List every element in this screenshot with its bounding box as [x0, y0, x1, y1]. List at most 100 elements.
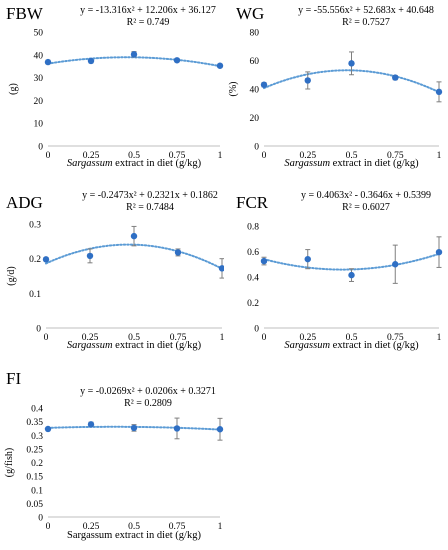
y-axis-label: (g) [8, 83, 19, 95]
trendline-r2: R² = 0.2809 [124, 398, 172, 409]
trendline-equation: y = 0.4063x² - 0.3646x + 0.5399 [301, 190, 431, 201]
trendline [45, 243, 223, 270]
trendline [47, 56, 221, 68]
x-axis-label-text: extract in diet (g/kg) [113, 340, 202, 351]
data-point [44, 58, 52, 66]
y-tick-label: 0.15 [26, 473, 43, 483]
data-point [392, 74, 399, 81]
trendline-equation: y = -0.0269x² + 0.0206x + 0.3271 [80, 386, 216, 397]
trendline-equation: y = -55.556x² + 52.683x + 40.648 [298, 5, 434, 16]
x-tick-label: 0.5 [128, 522, 140, 532]
x-tick-label: 0 [46, 151, 51, 161]
y-tick-label: 0 [36, 325, 41, 335]
data-point [304, 77, 311, 84]
y-tick-label: 0.2 [29, 255, 41, 265]
y-axis-label: (g/d) [6, 266, 17, 285]
trendline-r2: R² = 0.7484 [126, 202, 174, 213]
y-tick-label: 0 [254, 143, 259, 153]
chart-panel-fcr: FCR y = 0.4063x² - 0.3646x + 0.5399 R² = 0… [224, 182, 448, 362]
x-axis-label: Sargassum extract in diet (g/kg) [67, 530, 201, 541]
x-tick-label: 0 [44, 333, 49, 343]
x-tick-label: 0.5 [346, 151, 358, 161]
data-point [435, 248, 443, 256]
chart-panel-fbw: FBW y = -13.316x² + 12.206x + 36.127 R² = … [0, 0, 224, 180]
panel-label: FCR [236, 193, 269, 212]
data-point [87, 57, 95, 65]
x-tick-label: 1 [218, 151, 223, 161]
y-tick-label: 0.2 [31, 459, 43, 469]
x-tick-label: 0.5 [128, 333, 140, 343]
x-tick-label: 0.25 [299, 151, 316, 161]
data-point [392, 261, 399, 268]
x-tick-label: 0 [262, 333, 267, 343]
y-tick-label: 0.4 [31, 405, 43, 415]
y-tick-label: 0.4 [247, 274, 259, 284]
data-point [348, 271, 355, 279]
y-tick-label: 0 [38, 514, 43, 524]
data-point [173, 57, 181, 64]
y-axis-label: (g/fish) [4, 448, 15, 477]
trendline-r2: R² = 0.6027 [342, 202, 390, 213]
x-tick-label: 0 [46, 522, 51, 532]
x-tick-label: 0.25 [83, 522, 100, 532]
y-tick-label: 40 [34, 51, 44, 61]
y-tick-label: 0.2 [247, 299, 259, 309]
x-tick-label: 0.25 [83, 151, 100, 161]
y-tick-label: 20 [34, 97, 44, 107]
y-tick-label: 20 [250, 114, 260, 124]
y-tick-label: 0.1 [31, 486, 43, 496]
data-point [304, 255, 311, 263]
data-point [218, 265, 224, 272]
data-point [44, 425, 52, 433]
x-tick-label: 0.5 [128, 151, 140, 161]
panel-label: WG [236, 4, 264, 23]
x-tick-label: 0.75 [169, 151, 186, 161]
x-axis-label-text: extract in diet (g/kg) [113, 158, 202, 169]
data-point [174, 249, 182, 256]
y-tick-label: 0 [254, 325, 259, 335]
x-axis-label-italic: Sargassum [67, 158, 113, 169]
y-tick-label: 0.25 [26, 445, 43, 455]
x-tick-label: 0.75 [169, 522, 186, 532]
x-axis-label-text: extract in diet (g/kg) [330, 340, 419, 351]
trendline [263, 252, 440, 271]
y-tick-label: 0.3 [31, 432, 43, 442]
y-tick-label: 0.6 [247, 248, 259, 258]
panel-label: ADG [6, 193, 43, 212]
y-tick-label: 30 [34, 74, 44, 84]
x-axis-label: Sargassum extract in diet (g/kg) [67, 340, 202, 351]
x-tick-label: 1 [437, 151, 442, 161]
x-axis-label-italic: Sargassum [284, 158, 330, 169]
x-tick-label: 0.25 [299, 333, 316, 343]
x-tick-label: 0.25 [82, 333, 99, 343]
data-point [130, 424, 138, 432]
trendline-equation: y = -0.2473x² + 0.2321x + 0.1862 [82, 190, 218, 201]
y-tick-label: 80 [250, 29, 260, 39]
x-axis-label: Sargassum extract in diet (g/kg) [284, 340, 419, 351]
data-point [260, 81, 268, 88]
panel-label: FBW [6, 4, 44, 23]
data-point [435, 88, 443, 96]
data-point [42, 256, 50, 263]
y-tick-label: 0.35 [26, 418, 43, 428]
x-axis-label-text: Sargassum extract in diet (g/kg) [67, 530, 201, 541]
trendline-equation: y = -13.316x² + 12.206x + 36.127 [80, 5, 216, 16]
x-tick-label: 0.5 [346, 333, 358, 343]
trendline-r2: R² = 0.7527 [342, 17, 390, 28]
x-axis-label-italic: Sargassum [284, 340, 330, 351]
y-tick-label: 0 [38, 143, 43, 153]
y-tick-label: 40 [250, 86, 260, 96]
x-tick-label: 0.75 [170, 333, 187, 343]
data-point [173, 425, 181, 432]
y-tick-label: 50 [34, 29, 44, 39]
data-point [260, 257, 268, 265]
y-tick-label: 60 [250, 57, 260, 67]
x-tick-label: 0.75 [387, 151, 404, 161]
x-tick-label: 1 [220, 333, 224, 343]
chart-panel-fi: FI y = -0.0269x² + 0.0206x + 0.3271 R² = 0… [0, 364, 224, 550]
chart-panel-adg: ADG y = -0.2473x² + 0.2321x + 0.1862 R² = … [0, 182, 224, 362]
